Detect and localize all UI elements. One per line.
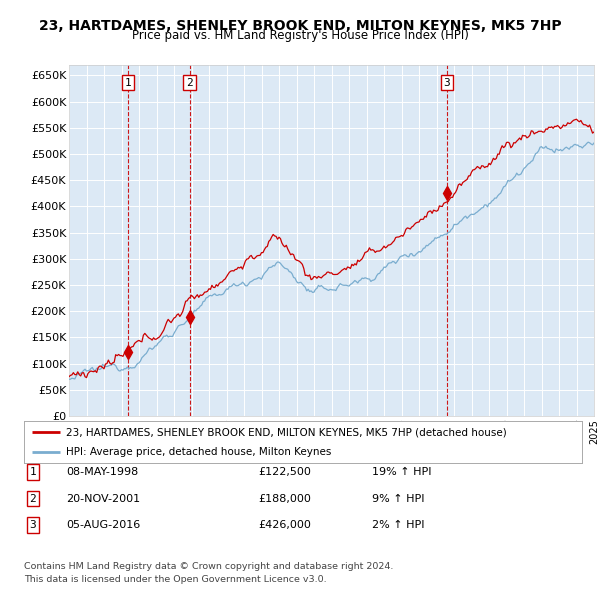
- Bar: [119, 65, 137, 416]
- Text: HPI: Average price, detached house, Milton Keynes: HPI: Average price, detached house, Milt…: [66, 447, 331, 457]
- Text: Price paid vs. HM Land Registry's House Price Index (HPI): Price paid vs. HM Land Registry's House …: [131, 30, 469, 42]
- Text: This data is licensed under the Open Government Licence v3.0.: This data is licensed under the Open Gov…: [24, 575, 326, 584]
- Text: £188,000: £188,000: [258, 494, 311, 503]
- Text: £426,000: £426,000: [258, 520, 311, 530]
- Text: 23, HARTDAMES, SHENLEY BROOK END, MILTON KEYNES, MK5 7HP (detached house): 23, HARTDAMES, SHENLEY BROOK END, MILTON…: [66, 427, 506, 437]
- Text: 3: 3: [443, 78, 450, 88]
- Text: Contains HM Land Registry data © Crown copyright and database right 2024.: Contains HM Land Registry data © Crown c…: [24, 562, 394, 571]
- Bar: [181, 65, 199, 416]
- Text: 19% ↑ HPI: 19% ↑ HPI: [372, 467, 431, 477]
- Text: 2% ↑ HPI: 2% ↑ HPI: [372, 520, 425, 530]
- Bar: [438, 65, 455, 416]
- Text: £122,500: £122,500: [258, 467, 311, 477]
- Text: 2: 2: [186, 78, 193, 88]
- Text: 2: 2: [29, 494, 37, 503]
- Text: 1: 1: [124, 78, 131, 88]
- Text: 3: 3: [29, 520, 37, 530]
- Text: 9% ↑ HPI: 9% ↑ HPI: [372, 494, 425, 503]
- Text: 05-AUG-2016: 05-AUG-2016: [66, 520, 140, 530]
- Text: 23, HARTDAMES, SHENLEY BROOK END, MILTON KEYNES, MK5 7HP: 23, HARTDAMES, SHENLEY BROOK END, MILTON…: [38, 19, 562, 33]
- Text: 20-NOV-2001: 20-NOV-2001: [66, 494, 140, 503]
- Text: 08-MAY-1998: 08-MAY-1998: [66, 467, 138, 477]
- Text: 1: 1: [29, 467, 37, 477]
